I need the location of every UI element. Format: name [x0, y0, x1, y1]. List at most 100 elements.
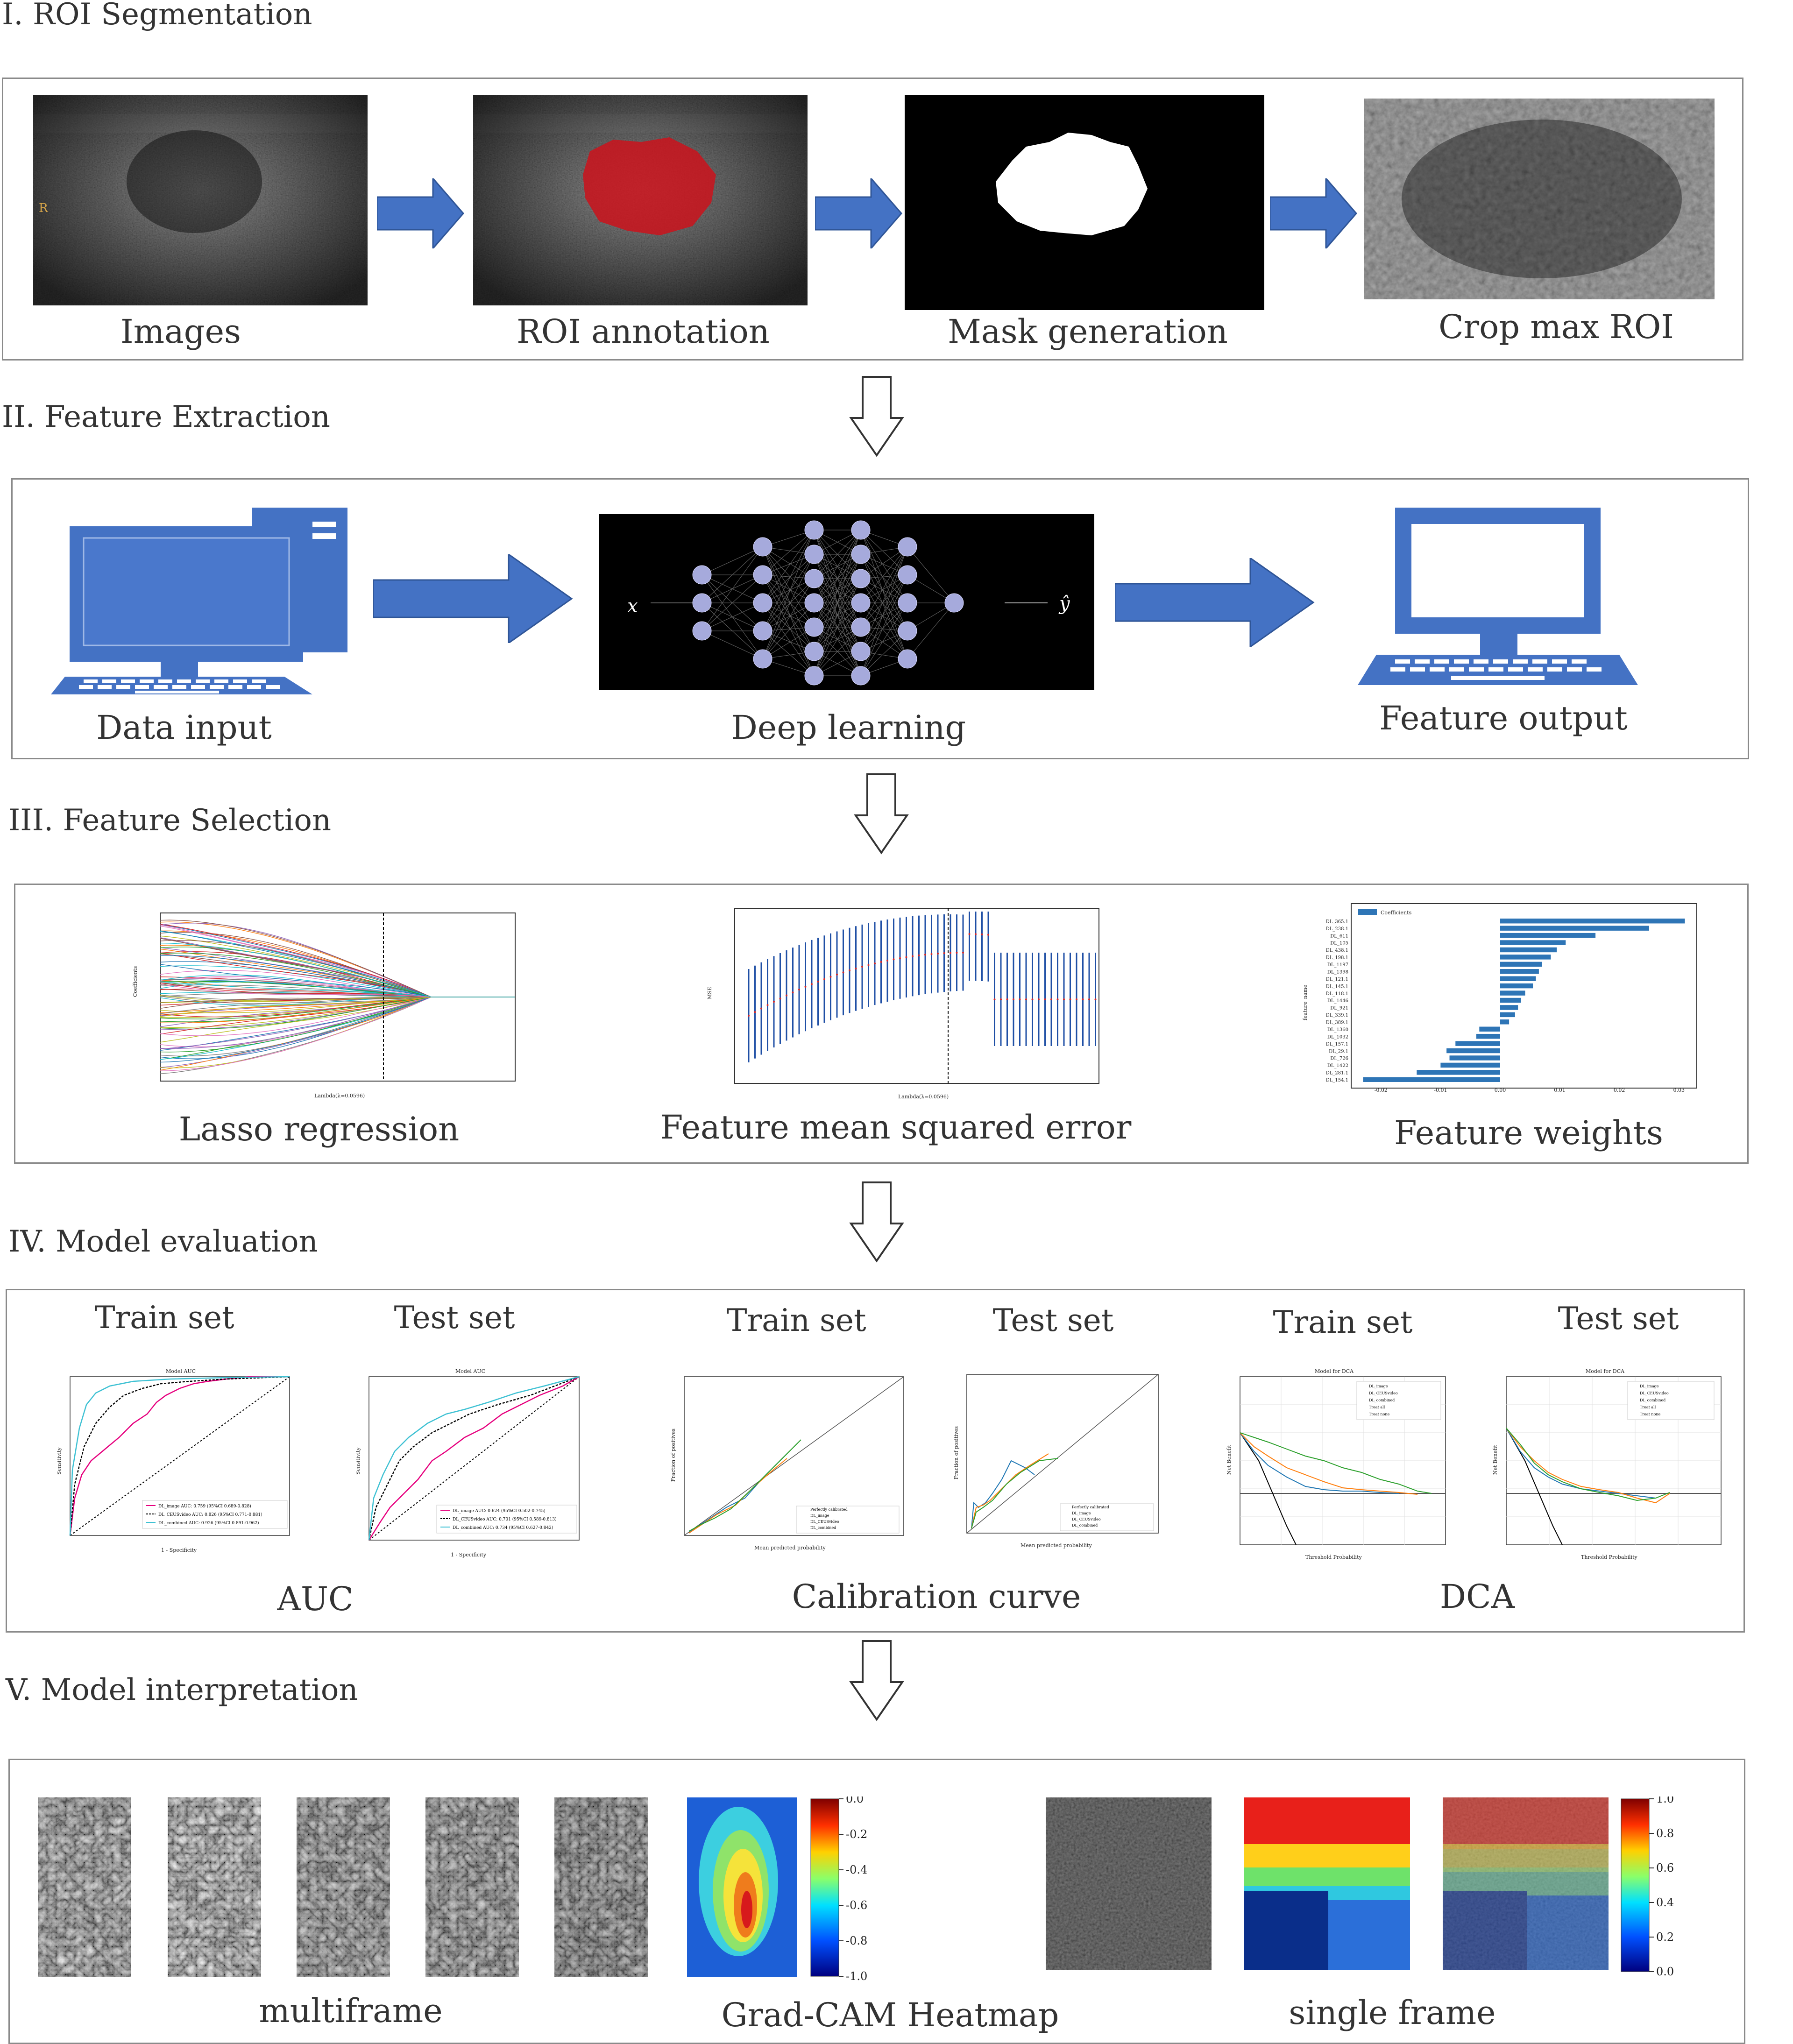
- feature-weight-xtick: -0.01: [1434, 1087, 1447, 1093]
- caption-roi-annotation: ROI annotation: [517, 312, 770, 351]
- colorbar-tick-label: -0.6: [846, 1899, 867, 1912]
- roi-annotated-image: [473, 95, 808, 305]
- nn-node: [753, 621, 772, 641]
- feature-weight-bar: [1440, 1062, 1500, 1068]
- cal-test-legend-1: Perfectly calibrated: [1072, 1505, 1109, 1509]
- calibration-test-chart: Perfectly calibrated DL_image DL_CEUSvid…: [953, 1374, 1159, 1549]
- feature-weight-bar: [1500, 919, 1685, 924]
- feature-weight-bar: [1500, 997, 1521, 1003]
- down-arrow-1: [849, 376, 904, 457]
- roc-test-chart: Model AUC DL_image AUC: 0.624 (95%CI 0.5…: [355, 1368, 580, 1558]
- dca-test-title: Model for DCA: [1586, 1368, 1625, 1374]
- feature-weight-bar: [1500, 990, 1525, 996]
- colorbar-tick-label: 0.0: [1656, 1965, 1674, 1978]
- feature-weight-bar: [1500, 1005, 1518, 1010]
- lasso-coefficient-path: [160, 965, 515, 997]
- panel-feature-extraction: x ŷ Data input Deep learning Feature out…: [11, 478, 1749, 759]
- panel-model-evaluation: Train set Test set Train set Test set Tr…: [6, 1289, 1745, 1633]
- nn-node: [898, 621, 917, 641]
- panel-roi-segmentation: R Images ROI annotation Mask g: [2, 78, 1743, 361]
- dca-train-title: Model for DCA: [1315, 1368, 1354, 1374]
- dca-train-legend-3: DL_combined: [1369, 1398, 1395, 1402]
- caption-lasso-regression: Lasso regression: [178, 1110, 460, 1148]
- colorbar-tick-label: 0.0: [846, 1796, 864, 1805]
- lasso-coefficient-path: [160, 981, 515, 997]
- section-title-feature-selection: III. Feature Selection: [8, 803, 332, 838]
- dca-train-x-label: Threshold Probability: [1305, 1554, 1362, 1560]
- feature-weight-bar: [1500, 926, 1649, 931]
- nn-node: [898, 537, 917, 557]
- feature-weight-bar: [1500, 1019, 1510, 1025]
- feature-weights-legend: Coefficients: [1381, 910, 1412, 916]
- orientation-marker: R: [39, 201, 49, 215]
- cal-test-x-label: Mean predicted probability: [1021, 1542, 1092, 1549]
- lasso-coefficient-path: [160, 983, 515, 997]
- lasso-coefficient-path: [160, 997, 515, 1024]
- dca-train-legend-4: Treat all: [1369, 1405, 1385, 1409]
- lasso-coefficient-path: [160, 924, 515, 997]
- dca-train-legend-5: Treat none: [1369, 1412, 1390, 1416]
- down-arrow-4: [849, 1640, 904, 1721]
- caption-single-frame: single frame: [1289, 1994, 1496, 2032]
- roc-train-legend-3: DL_combined AUC: 0.926 (95%CI 0.891-0.96…: [158, 1521, 259, 1526]
- nn-node: [753, 565, 772, 585]
- colorbar-tick-label: 0.4: [1656, 1896, 1674, 1909]
- laptop-computer-icon: [1358, 508, 1638, 685]
- label-dca-train: Train set: [1273, 1304, 1413, 1340]
- nn-node: [753, 537, 772, 557]
- feature-weight-bar: [1455, 1041, 1500, 1046]
- calibration-train-chart: Perfectly calibrated DL_image DL_CEUSvid…: [670, 1376, 904, 1551]
- nn-node: [804, 520, 824, 540]
- nn-node: [851, 593, 871, 613]
- lasso-coefficient-path: [160, 991, 515, 997]
- colorbar-tick-label: -0.2: [846, 1828, 867, 1841]
- colorbar-single-frame: 1.0 0.8 0.6 0.4 0.2 0.0: [1621, 1796, 1674, 1978]
- feature-weight-bar: [1446, 1048, 1500, 1054]
- output-symbol-y-hat: ŷ: [1058, 593, 1070, 615]
- label-cal-train: Train set: [726, 1302, 866, 1338]
- section-title-model-interpretation: V. Model interpretation: [6, 1673, 358, 1707]
- desktop-computer-icon: [51, 508, 347, 694]
- caption-auc: AUC: [277, 1580, 354, 1618]
- feature-weight-bar: [1500, 962, 1542, 967]
- roc-train-legend-2: DL_CEUSvideo AUC: 0.826 (95%CI 0.771-0.8…: [158, 1512, 262, 1517]
- lasso-coefficient-path: [160, 997, 515, 1017]
- caption-feature-mse: Feature mean squared error: [660, 1108, 1132, 1146]
- lasso-coefficient-path: [160, 970, 515, 997]
- feature-weight-bar: [1500, 983, 1533, 989]
- lasso-coefficient-path: [160, 953, 515, 997]
- feature-weight-label: DL_1032: [1327, 1034, 1348, 1040]
- feature-weight-bar: [1500, 969, 1539, 974]
- colorbar-multiframe: 0.0 -0.2 -0.4 -0.6 -0.8 -1.0: [810, 1796, 867, 1983]
- roc-test-legend-2: DL_CEUSvideo AUC: 0.701 (95%CI 0.589-0.8…: [453, 1517, 557, 1522]
- feature-weight-bar: [1500, 947, 1557, 953]
- colorbar-tick-label: -1.0: [846, 1970, 867, 1983]
- nn-node: [804, 666, 824, 686]
- caption-crop-max-roi: Crop max ROI: [1439, 308, 1674, 346]
- feature-weight-label: DL_921: [1330, 1006, 1348, 1011]
- cal-test-legend-3: DL_CEUSvideo: [1072, 1517, 1101, 1521]
- lasso-y-label: Coefficients: [132, 966, 138, 997]
- caption-images: Images: [120, 312, 241, 351]
- nn-node: [851, 666, 871, 686]
- feature-weight-label: DL_238.1: [1326, 927, 1348, 932]
- nn-node: [753, 593, 772, 613]
- nn-node: [804, 593, 824, 613]
- nn-node: [692, 565, 712, 585]
- nn-node: [898, 565, 917, 585]
- panel-feature-selection: Coefficients Lambda(λ=0.0596) MSE Lambda…: [14, 884, 1749, 1164]
- dca-test-legend-4: Treat all: [1640, 1405, 1656, 1409]
- caption-multiframe: multiframe: [259, 1992, 443, 2030]
- cal-train-x-label: Mean predicted probability: [754, 1545, 826, 1551]
- nn-node: [692, 621, 712, 641]
- arrow-right-4: [373, 554, 573, 643]
- feature-weight-xtick: 0.00: [1495, 1087, 1506, 1093]
- dca-test-legend-5: Treat none: [1640, 1412, 1661, 1416]
- lasso-coefficient-path: [160, 997, 515, 1018]
- lasso-coefficient-path: [160, 997, 515, 1063]
- section-title-feature-extraction: II. Feature Extraction: [2, 400, 330, 434]
- nn-node: [851, 520, 871, 540]
- cropped-roi-image: [1364, 99, 1715, 299]
- label-roc-test: Test set: [394, 1300, 515, 1336]
- multiframe-gradcam-heatmap: [687, 1797, 797, 1977]
